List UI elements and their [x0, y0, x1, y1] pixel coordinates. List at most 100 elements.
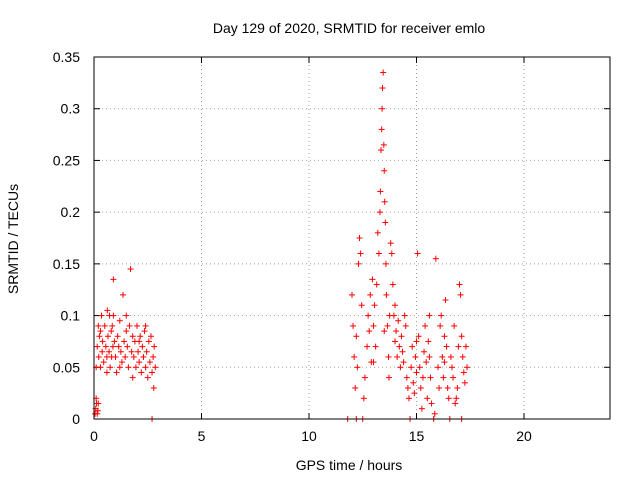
data-point: [351, 353, 358, 360]
data-point: [387, 240, 394, 247]
data-point: [456, 281, 463, 288]
data-point: [376, 209, 383, 216]
x-tick-label: 0: [90, 428, 98, 444]
data-point: [385, 374, 392, 381]
data-point: [418, 405, 425, 412]
data-point: [138, 369, 145, 376]
data-point: [136, 338, 143, 345]
data-point: [99, 348, 106, 355]
data-point: [98, 312, 105, 319]
data-point: [437, 322, 444, 329]
data-point: [412, 353, 419, 360]
data-point: [377, 188, 384, 195]
data-point: [421, 348, 428, 355]
y-axis-label: SRMTID / TECUs: [5, 184, 21, 294]
data-point: [453, 395, 460, 402]
data-point: [404, 384, 411, 391]
data-point: [373, 281, 380, 288]
data-point: [355, 260, 362, 267]
data-point: [97, 328, 104, 335]
y-tick-label: 0.2: [61, 204, 81, 220]
data-point: [415, 333, 422, 340]
data-point: [97, 364, 104, 371]
data-point: [136, 359, 143, 366]
data-point: [455, 343, 462, 350]
data-point: [350, 322, 357, 329]
data-point: [353, 333, 360, 340]
data-point: [464, 364, 471, 371]
data-point: [142, 364, 149, 371]
data-point: [137, 333, 144, 340]
data-point: [129, 333, 136, 340]
data-point: [413, 369, 420, 376]
data-points: [92, 69, 471, 422]
data-point: [115, 343, 122, 350]
data-point: [440, 374, 447, 381]
data-point: [375, 250, 382, 257]
data-point: [371, 302, 378, 309]
data-point: [150, 353, 157, 360]
data-point: [357, 250, 364, 257]
data-point: [447, 353, 454, 360]
data-point: [101, 322, 108, 329]
data-point: [431, 410, 438, 417]
data-point: [382, 219, 389, 226]
data-point: [132, 364, 139, 371]
data-point: [394, 353, 401, 360]
data-point: [151, 343, 158, 350]
data-point: [99, 338, 106, 345]
data-point: [367, 291, 374, 298]
data-point: [114, 333, 121, 340]
data-point: [427, 374, 434, 381]
y-tick-label: 0: [72, 411, 80, 427]
data-point: [428, 400, 435, 407]
y-tick-label: 0.35: [53, 49, 80, 65]
data-point: [382, 260, 389, 267]
data-point: [120, 291, 127, 298]
data-point: [426, 353, 433, 360]
data-point: [438, 312, 445, 319]
data-point: [96, 333, 103, 340]
data-point: [135, 348, 142, 355]
data-point: [459, 353, 466, 360]
data-point: [425, 338, 432, 345]
data-point: [146, 359, 153, 366]
data-point: [370, 322, 377, 329]
data-point: [108, 328, 115, 335]
data-point: [121, 338, 128, 345]
data-point: [413, 338, 420, 345]
data-point: [424, 395, 431, 402]
data-point: [372, 343, 379, 350]
data-point: [122, 353, 129, 360]
data-point: [141, 328, 148, 335]
y-tick-label: 0.05: [53, 359, 80, 375]
data-point: [385, 353, 392, 360]
data-point: [95, 322, 102, 329]
data-point: [365, 312, 372, 319]
data-point: [399, 348, 406, 355]
y-tick-label: 0.1: [61, 308, 81, 324]
data-point: [149, 369, 156, 376]
data-point: [112, 353, 119, 360]
data-point: [381, 167, 388, 174]
data-point: [128, 348, 135, 355]
data-point: [379, 85, 386, 92]
data-point: [150, 384, 157, 391]
data-point: [129, 374, 136, 381]
y-tick-label: 0.25: [53, 152, 80, 168]
data-point: [450, 374, 457, 381]
data-point: [106, 348, 113, 355]
data-point: [393, 328, 400, 335]
data-point: [403, 374, 410, 381]
data-point: [396, 343, 403, 350]
tick-labels: 0 5 10 15 20 0 0.05 0.1 0.15 0.2 0.25 0.3 0.35: [53, 49, 532, 444]
data-point: [354, 364, 361, 371]
data-point: [454, 384, 461, 391]
data-point: [104, 307, 111, 314]
data-point: [356, 235, 363, 241]
data-point: [443, 343, 450, 350]
data-point: [109, 322, 116, 329]
data-point: [127, 266, 134, 273]
